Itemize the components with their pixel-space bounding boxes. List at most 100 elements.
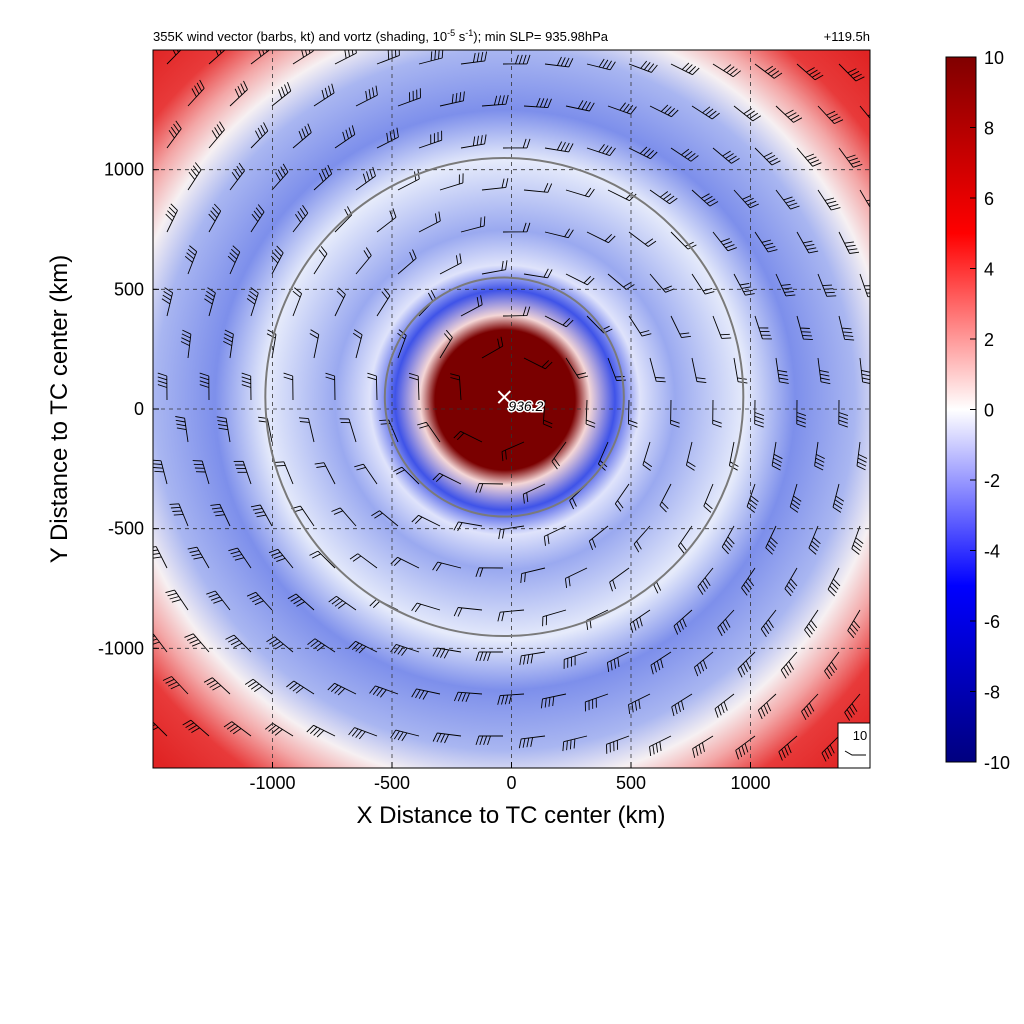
wind-barb (432, 732, 462, 744)
wind-barb (417, 421, 441, 443)
wind-barb (292, 287, 303, 317)
wind-barb (203, 677, 231, 695)
wind-barb (287, 593, 315, 611)
wind-barb (271, 163, 289, 191)
y-tick-label: 0 (134, 399, 144, 419)
wind-barb (851, 525, 864, 555)
wind-barb (859, 105, 870, 119)
wind-barb (354, 463, 378, 485)
wind-barb (671, 693, 693, 717)
wind-barb (542, 399, 553, 429)
wind-barb (838, 63, 865, 82)
wind-barb (821, 735, 840, 762)
wind-barb (216, 416, 231, 443)
wind-barb (453, 521, 483, 532)
wind-barb (712, 315, 732, 339)
wind-barb (735, 735, 756, 760)
wind-barb (523, 97, 552, 109)
y-tick-label: 1000 (104, 160, 144, 180)
wind-barb (153, 721, 168, 737)
wind-barb (250, 504, 273, 527)
wind-barb (204, 287, 216, 317)
wind-barb (349, 553, 378, 569)
wind-barb (847, 609, 861, 639)
wind-barb (838, 315, 855, 341)
wind-barb (796, 315, 813, 341)
wind-barb (780, 651, 798, 679)
vorticity-field (153, 50, 870, 768)
colorbar-tick-label: -6 (984, 612, 1000, 632)
wind-barb (165, 589, 189, 611)
wind-barb (746, 483, 759, 513)
wind-barb (270, 245, 284, 275)
wind-barb (565, 357, 589, 379)
wind-barb (642, 441, 653, 471)
wind-barb (733, 105, 762, 122)
center-x (497, 390, 512, 404)
wind-barb (250, 122, 269, 149)
wind-barb (418, 130, 443, 149)
wind-barb (292, 123, 312, 149)
colorbar-tick-label: 0 (984, 401, 994, 421)
wind-barb (153, 459, 168, 485)
wind-barb (229, 80, 248, 107)
wind-barb (649, 735, 672, 757)
wind-barb (697, 567, 714, 595)
wind-barb (670, 315, 691, 339)
wind-barb (804, 609, 819, 638)
wind-barb (586, 231, 616, 244)
colorbar-tick-label: -4 (984, 542, 1000, 562)
wind-barb (543, 525, 567, 546)
wind-barb (241, 372, 252, 401)
wind-barb (199, 372, 210, 401)
wind-barb (307, 638, 336, 653)
colorbar-tick-label: 10 (984, 48, 1004, 68)
wind-barb (274, 461, 294, 485)
wind-barb (633, 525, 651, 553)
wind-barb (309, 329, 320, 359)
wind-barb (628, 146, 658, 160)
wind-barb (692, 735, 714, 758)
wind-barb (411, 688, 441, 700)
wind-barb (817, 189, 841, 211)
wind-barb (227, 245, 241, 275)
wind-barb (796, 63, 824, 81)
wind-barb (606, 735, 630, 754)
plot-area (153, 50, 870, 768)
wind-barb (585, 399, 596, 428)
y-tick-label: 500 (114, 279, 144, 299)
wind-barb (627, 399, 638, 428)
wind-barb (206, 590, 231, 611)
wind-barb (540, 693, 567, 709)
wind-barb (629, 609, 651, 633)
y-tick-label: -1000 (98, 638, 144, 658)
wind-barb (175, 416, 189, 443)
wind-barb (778, 735, 798, 761)
wind-barb (367, 372, 378, 401)
wind-barb (314, 462, 336, 485)
wind-barb (497, 609, 525, 622)
wind-barb (244, 678, 273, 695)
wind-barb (789, 483, 802, 513)
wind-barb (796, 147, 822, 167)
wind-barb (607, 273, 635, 290)
wind-barb (475, 651, 504, 662)
wind-barb (765, 525, 778, 555)
wind-barb (397, 88, 421, 107)
wind-barb (859, 273, 870, 298)
wind-barb (418, 211, 441, 233)
wind-barb (187, 79, 205, 107)
wind-barb (741, 567, 756, 596)
wind-barb (460, 134, 487, 149)
wind-barb (832, 483, 845, 513)
reference-barb-box (837, 722, 871, 769)
wind-barb (460, 51, 488, 65)
wind-barb (460, 295, 483, 317)
wind-barb (355, 166, 376, 191)
wind-barb (754, 231, 778, 253)
wind-barb (733, 273, 755, 296)
wind-barb (439, 91, 465, 107)
y-axis: -1000 -500 0 500 1000 (98, 160, 159, 658)
wind-barb (246, 591, 273, 611)
